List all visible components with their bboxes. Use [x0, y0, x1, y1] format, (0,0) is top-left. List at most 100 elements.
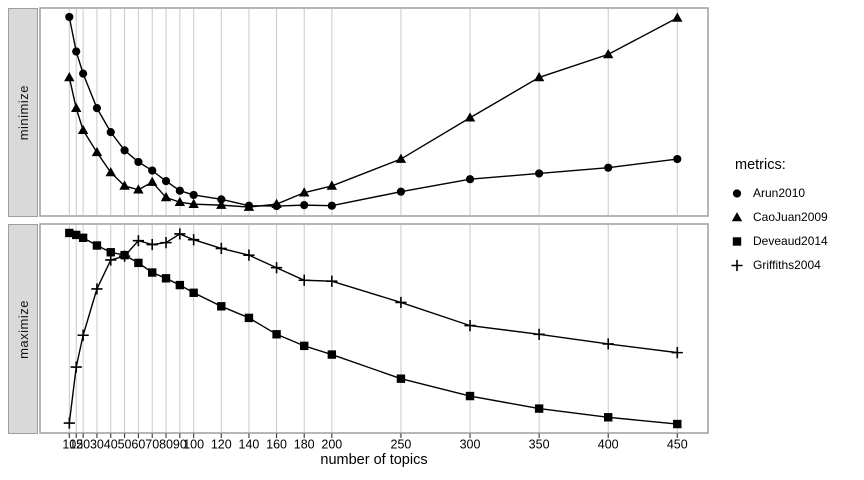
- panel-maximize: [39, 223, 709, 434]
- Griffiths2004-marker-plus-icon: [326, 275, 338, 287]
- panel-border: [39, 223, 709, 434]
- x-tick-label: 300: [460, 438, 481, 452]
- CaoJuan2009-marker-triangle-icon: [77, 124, 89, 135]
- x-tick-label: 160: [266, 438, 287, 452]
- CaoJuan2009-marker-triangle-icon: [533, 72, 545, 82]
- Deveaud2014-marker-square-icon: [300, 341, 309, 351]
- Deveaud2014-marker-square-icon: [217, 302, 226, 311]
- series-CaoJuan2009: [64, 12, 683, 211]
- series-Griffiths2004: [63, 228, 683, 429]
- Griffiths2004-marker-plus-icon: [671, 347, 683, 359]
- x-tick-label: 140: [239, 438, 260, 452]
- Griffiths2004-marker-plus-icon: [533, 328, 545, 340]
- x-tick-label: 20: [76, 438, 90, 452]
- Griffiths2004-marker-plus-icon: [298, 274, 310, 286]
- x-tick-label: 80: [159, 438, 173, 452]
- legend-item: CaoJuan2009: [728, 205, 862, 229]
- legend-marker-square-icon: [732, 236, 742, 246]
- Griffiths2004-marker-plus-icon: [118, 250, 131, 262]
- Deveaud2014-marker-square-icon: [92, 241, 102, 250]
- series-Arun2010: [65, 12, 682, 211]
- Arun2010-marker-circle-icon: [175, 186, 184, 195]
- Griffiths2004-marker-plus-icon: [132, 235, 144, 247]
- x-tick-label: 250: [391, 438, 412, 452]
- Deveaud2014-marker-square-icon: [106, 248, 115, 257]
- strip-label-maximize: maximize: [15, 299, 31, 359]
- panel-strip-minimize: minimize: [8, 8, 38, 217]
- Deveaud2014-marker-square-icon: [134, 258, 143, 268]
- Deveaud2014-marker-square-icon: [604, 413, 613, 422]
- CaoJuan2009-marker-triangle-icon: [119, 180, 130, 190]
- x-tick-label: 90: [173, 438, 187, 452]
- Griffiths2004-marker-plus-icon: [188, 234, 200, 246]
- Deveaud2014-marker-square-icon: [148, 268, 157, 277]
- x-tick-label: 350: [529, 438, 550, 452]
- Arun2010-marker-circle-icon: [65, 12, 74, 22]
- x-tick-label: 10: [62, 438, 76, 452]
- CaoJuan2009-marker-triangle-icon: [105, 167, 116, 177]
- x-tick-label: 120: [211, 438, 232, 452]
- legend-item-label: Deveaud2014: [753, 234, 828, 248]
- Deveaud2014-marker-square-icon: [327, 350, 337, 359]
- square-glyph: [732, 236, 742, 246]
- CaoJuan2009-marker-triangle-icon: [133, 184, 144, 194]
- Griffiths2004-marker-plus-icon: [464, 320, 476, 332]
- Griffiths2004-marker-plus-icon: [395, 296, 407, 309]
- CaoJuan2009-marker-triangle-icon: [326, 180, 338, 190]
- Griffiths2004-marker-plus-icon: [174, 228, 186, 240]
- Griffiths2004-marker-plus-icon: [602, 338, 614, 350]
- Arun2010-marker-circle-icon: [396, 187, 406, 196]
- strip-label-minimize: minimize: [15, 84, 31, 141]
- CaoJuan2009-marker-triangle-icon: [160, 192, 172, 202]
- CaoJuan2009-marker-triangle-icon: [299, 187, 310, 197]
- Arun2010-marker-circle-icon: [72, 47, 81, 56]
- plus-glyph: [731, 259, 743, 271]
- Deveaud2014-marker-square-icon: [465, 391, 475, 401]
- Arun2010-marker-circle-icon: [535, 169, 544, 178]
- x-tick-label: 70: [145, 438, 159, 452]
- CaoJuan2009-marker-triangle-icon: [91, 146, 103, 157]
- Deveaud2014-marker-square-icon: [65, 228, 74, 238]
- x-tick-label: 180: [294, 438, 315, 452]
- Arun2010-marker-circle-icon: [327, 201, 336, 210]
- Arun2010-marker-circle-icon: [189, 190, 198, 200]
- CaoJuan2009-marker-triangle-icon: [188, 198, 199, 208]
- panel-strip-maximize: maximize: [8, 224, 38, 434]
- circle-glyph: [732, 188, 742, 198]
- Arun2010-marker-circle-icon: [79, 69, 88, 78]
- x-axis-title: number of topics: [320, 452, 428, 468]
- Deveaud2014-marker-square-icon: [175, 280, 185, 290]
- panel-minimize: [39, 7, 709, 217]
- x-tick-label: 450: [667, 438, 688, 452]
- x-tick-label: 15: [69, 438, 83, 452]
- series-Deveaud2014: [65, 228, 682, 429]
- Deveaud2014-marker-square-icon: [161, 274, 171, 283]
- CaoJuan2009-marker-triangle-icon: [271, 198, 282, 208]
- CaoJuan2009-marker-triangle-icon: [672, 12, 683, 22]
- Arun2010-marker-circle-icon: [161, 177, 171, 186]
- x-tick-label: 400: [598, 438, 619, 452]
- legend-items: Arun2010 CaoJuan2009 Deveaud2014 Griffiths2…: [728, 181, 862, 277]
- legend-item-label: CaoJuan2009: [753, 210, 828, 224]
- panel-background: [40, 224, 708, 433]
- Griffiths2004-marker-plus-icon: [91, 283, 103, 295]
- Deveaud2014-marker-square-icon: [534, 404, 544, 413]
- CaoJuan2009-marker-triangle-icon: [603, 49, 614, 59]
- legend-marker-circle-icon: [732, 188, 742, 198]
- legend-item-label: Griffiths2004: [753, 258, 821, 272]
- Arun2010-marker-circle-icon: [604, 163, 613, 172]
- Griffiths2004-marker-plus-icon: [243, 249, 255, 261]
- Deveaud2014-marker-square-icon: [396, 374, 406, 383]
- x-tick-label: 30: [90, 438, 104, 452]
- x-tick-label: 200: [321, 438, 342, 452]
- CaoJuan2009-marker-triangle-icon: [174, 196, 186, 207]
- triangle-glyph: [731, 211, 743, 221]
- x-tick-label: 60: [131, 438, 145, 452]
- legend-item: Arun2010: [728, 181, 862, 205]
- Griffiths2004-marker-plus-icon: [146, 238, 158, 251]
- Arun2010-marker-circle-icon: [106, 128, 115, 137]
- Arun2010-marker-circle-icon: [465, 175, 475, 184]
